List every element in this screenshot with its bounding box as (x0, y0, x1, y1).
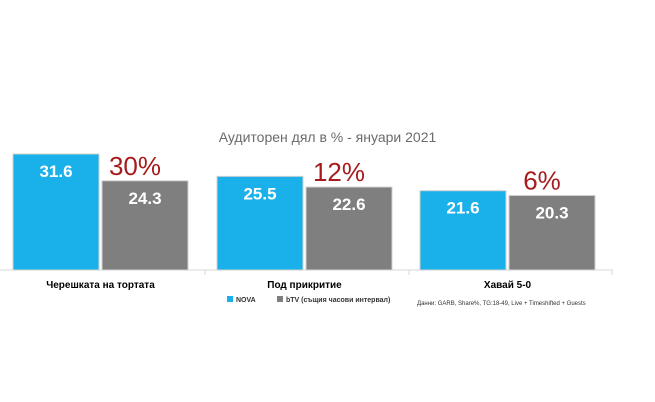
legend-swatch-nova (227, 296, 233, 302)
bar-nova (419, 190, 507, 271)
bar-nova (216, 175, 304, 271)
percent-annotation: 6% (523, 165, 561, 195)
bar-value-label: 20.3 (535, 203, 568, 222)
bar-btv (508, 194, 596, 271)
percent-annotation: 30% (109, 151, 161, 181)
category-label: Черешката на тортата (46, 280, 155, 291)
bar-value-label: 25.5 (243, 184, 276, 203)
percent-annotation: 12% (313, 157, 365, 187)
category-label: Хавай 5-0 (484, 280, 532, 291)
bar-value-label: 24.3 (128, 189, 161, 208)
legend-swatch-btv (277, 296, 283, 302)
legend-label-nova: NOVA (236, 297, 256, 304)
source-note: Данни: GARB, Share%, TG:18-49, Live + Ti… (417, 301, 586, 307)
bar-value-label: 22.6 (332, 195, 365, 214)
bar-nova (12, 153, 100, 271)
bar-value-label: 21.6 (446, 199, 479, 218)
bar-btv (305, 186, 393, 271)
bar-btv (101, 180, 189, 271)
chart-title: Аудиторен дял в % - януари 2021 (218, 129, 437, 145)
category-label: Под прикритие (267, 280, 342, 291)
bar-value-label: 31.6 (39, 162, 72, 181)
legend-label-btv: bTV (същия часови интервал) (286, 297, 390, 304)
